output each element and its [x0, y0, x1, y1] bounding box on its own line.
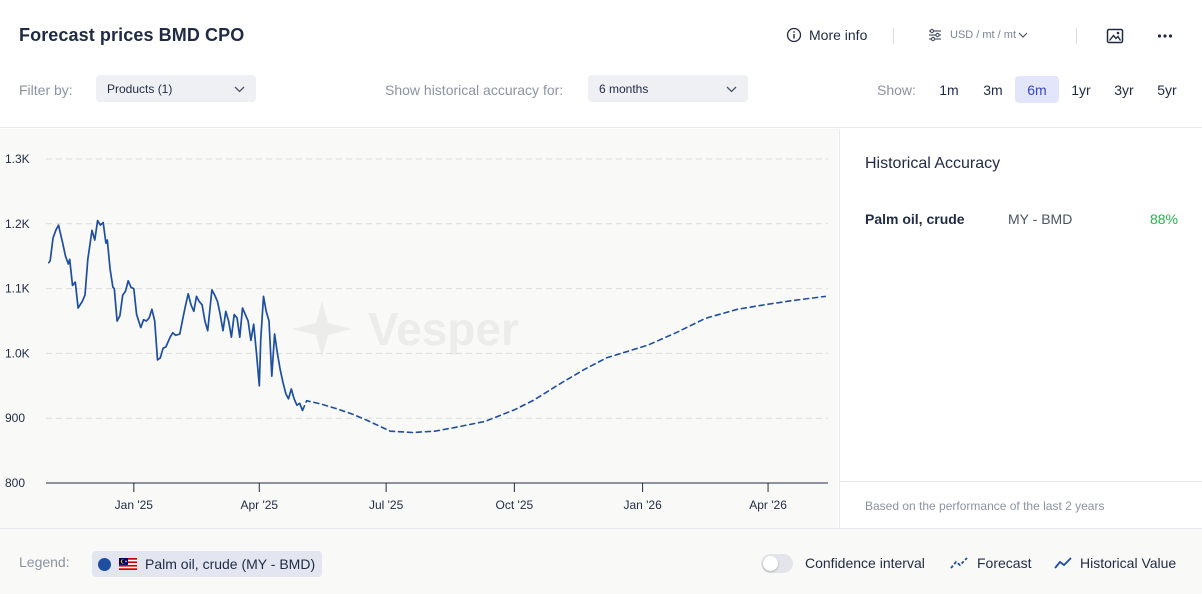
- confidence-interval-toggle[interactable]: [761, 554, 793, 573]
- products-value: Products (1): [107, 81, 173, 96]
- x-tick-label: Jan '25: [115, 498, 154, 512]
- watermark: Vesper: [292, 301, 519, 357]
- vesper-logo-icon: [292, 301, 352, 357]
- more-info-button[interactable]: More info: [786, 27, 867, 43]
- export-image-button[interactable]: [1104, 25, 1126, 47]
- x-tick-label: Apr '25: [240, 498, 278, 512]
- page-title: Forecast prices BMD CPO: [19, 25, 245, 45]
- unit-label: USD / mt / mt: [950, 29, 1016, 41]
- accuracy-value: 6 months: [599, 81, 649, 96]
- y-tick-label: 1.2K: [5, 217, 30, 231]
- filter-label: Filter by:: [19, 82, 73, 98]
- chevron-down-icon: [1018, 32, 1028, 38]
- historical-series-line[interactable]: [47, 219, 304, 412]
- y-tick-label: 900: [5, 411, 25, 425]
- confidence-interval-label: Confidence interval: [805, 555, 925, 571]
- products-dropdown[interactable]: Products (1): [96, 75, 256, 102]
- unit-select[interactable]: USD / mt / mt: [928, 28, 1028, 42]
- accuracy-label: Show historical accuracy for:: [385, 82, 564, 98]
- range-3m-button[interactable]: 3m: [983, 81, 1003, 98]
- range-6m-button[interactable]: 6m: [1015, 76, 1059, 103]
- more-options-button[interactable]: [1154, 25, 1176, 47]
- forecast-legend-label: Forecast: [977, 555, 1032, 571]
- accuracy-note: Based on the performance of the last 2 y…: [865, 499, 1105, 513]
- x-tick-label: Jul '25: [369, 498, 404, 512]
- accuracy-footer: Based on the performance of the last 2 y…: [840, 481, 1202, 528]
- image-icon: [1106, 28, 1124, 44]
- sliders-icon: [929, 28, 941, 42]
- accuracy-product: Palm oil, crude: [865, 211, 965, 227]
- series-color-dot: [98, 557, 111, 571]
- legend-label: Legend:: [19, 554, 70, 570]
- historical-line-icon: [1054, 557, 1072, 569]
- chart-area: Vesper 800 900 1.0K 1.1K 1.2K 1.3K Jan '25 Apr …: [0, 129, 838, 528]
- accuracy-market: MY - BMD: [1008, 211, 1073, 227]
- ellipsis-icon: [1157, 34, 1173, 38]
- more-info-label: More info: [809, 27, 868, 43]
- range-1yr-button[interactable]: 1yr: [1071, 81, 1091, 98]
- x-tick-label: Jan '26: [623, 498, 662, 512]
- legend-series-chip[interactable]: Palm oil, crude (MY - BMD): [92, 551, 323, 577]
- range-3yr-button[interactable]: 3yr: [1114, 81, 1134, 98]
- accuracy-panel-title: Historical Accuracy: [865, 155, 1001, 172]
- chevron-down-icon: [726, 86, 737, 92]
- info-icon: [786, 27, 802, 43]
- y-tick-label: 1.0K: [5, 346, 30, 360]
- forecast-series-line[interactable]: [301, 295, 827, 434]
- x-tick-label: Oct '25: [496, 498, 534, 512]
- header: Forecast prices BMD CPO More info USD / …: [0, 0, 1202, 128]
- forecast-line-icon: [950, 557, 968, 569]
- range-1m-button[interactable]: 1m: [939, 81, 959, 98]
- y-tick-label: 1.3K: [5, 152, 30, 166]
- accuracy-dropdown[interactable]: 6 months: [588, 75, 748, 102]
- range-5yr-button[interactable]: 5yr: [1157, 81, 1177, 98]
- toggle-knob: [763, 556, 778, 571]
- legend-series-label: Palm oil, crude (MY - BMD): [145, 556, 316, 572]
- price-chart[interactable]: Vesper 800 900 1.0K 1.1K 1.2K 1.3K Jan '25 Apr …: [0, 129, 838, 528]
- legend-bar: Legend: Palm oil, crude (MY - BMD) Confi…: [0, 528, 1202, 594]
- watermark-text: Vesper: [368, 303, 519, 355]
- show-label: Show:: [877, 82, 916, 98]
- x-tick-label: Apr '26: [749, 498, 787, 512]
- chevron-down-icon: [234, 86, 245, 92]
- y-tick-label: 800: [5, 476, 25, 490]
- malaysia-flag-icon: [119, 558, 137, 570]
- y-tick-label: 1.1K: [5, 282, 30, 296]
- header-divider: [893, 28, 894, 44]
- accuracy-value: 88%: [1149, 211, 1178, 227]
- header-divider: [1076, 28, 1077, 44]
- accuracy-panel: Historical Accuracy Palm oil, crude MY -…: [839, 129, 1202, 528]
- historical-legend-label: Historical Value: [1080, 555, 1177, 571]
